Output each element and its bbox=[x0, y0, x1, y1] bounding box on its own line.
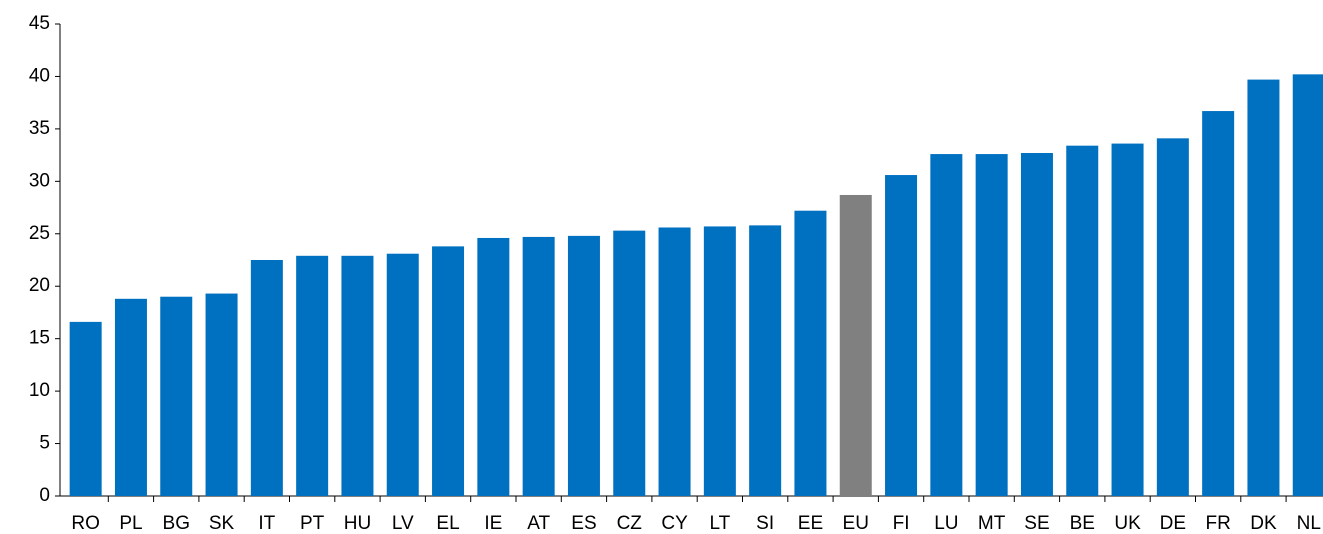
bar bbox=[975, 154, 1008, 496]
bar bbox=[794, 210, 827, 497]
x-tick-label: RO bbox=[71, 513, 100, 534]
x-tick-label: FI bbox=[893, 513, 910, 534]
bar bbox=[658, 227, 691, 497]
bar bbox=[703, 226, 736, 497]
x-tick-label: CZ bbox=[617, 513, 643, 534]
x-tick-label: AT bbox=[527, 513, 550, 534]
x-tick-label: CY bbox=[661, 513, 688, 534]
bar bbox=[1111, 143, 1144, 496]
x-tick-label: SE bbox=[1024, 513, 1049, 534]
x-tick-label: SK bbox=[209, 513, 235, 534]
bar bbox=[205, 293, 238, 496]
bar bbox=[613, 230, 646, 496]
x-tick-label: MT bbox=[978, 513, 1006, 534]
x-tick-label: LU bbox=[934, 513, 958, 534]
bar bbox=[522, 236, 555, 496]
bar bbox=[885, 175, 918, 497]
y-tick-label: 0 bbox=[39, 485, 50, 506]
y-tick-label: 25 bbox=[29, 223, 50, 244]
y-tick-label: 40 bbox=[29, 65, 50, 86]
x-tick-label: NL bbox=[1297, 513, 1321, 534]
x-tick-label: FR bbox=[1205, 513, 1230, 534]
bar bbox=[839, 194, 872, 497]
x-tick-label: DE bbox=[1160, 513, 1186, 534]
y-tick-label: 45 bbox=[29, 13, 50, 34]
x-tick-label: EL bbox=[436, 513, 459, 534]
bar bbox=[1202, 111, 1235, 497]
bar bbox=[1247, 79, 1280, 496]
x-tick-label: DK bbox=[1250, 513, 1277, 534]
bar bbox=[114, 298, 147, 496]
x-tick-label: BE bbox=[1070, 513, 1095, 534]
y-tick-label: 20 bbox=[29, 275, 50, 296]
x-tick-label: BG bbox=[163, 513, 190, 534]
bar bbox=[749, 225, 782, 497]
bar bbox=[432, 246, 465, 496]
bar bbox=[1156, 138, 1189, 496]
y-tick-label: 30 bbox=[29, 170, 50, 191]
x-tick-label: EU bbox=[843, 513, 869, 534]
y-tick-label: 35 bbox=[29, 118, 50, 139]
bar bbox=[386, 253, 419, 496]
x-tick-label: SI bbox=[756, 513, 774, 534]
x-tick-label: HU bbox=[344, 513, 371, 534]
bar bbox=[160, 296, 193, 496]
x-tick-label: PL bbox=[119, 513, 142, 534]
x-tick-label: UK bbox=[1114, 513, 1141, 534]
bar bbox=[930, 154, 963, 496]
y-tick-label: 10 bbox=[29, 380, 50, 401]
bar bbox=[250, 260, 283, 496]
x-tick-label: LT bbox=[709, 513, 730, 534]
x-tick-label: ES bbox=[571, 513, 596, 534]
y-tick-label: 15 bbox=[29, 328, 50, 349]
bar bbox=[69, 321, 102, 496]
y-tick-label: 5 bbox=[39, 433, 50, 454]
x-tick-label: PT bbox=[300, 513, 325, 534]
bar bbox=[1292, 74, 1323, 496]
bar bbox=[341, 255, 374, 496]
x-tick-label: LV bbox=[392, 513, 414, 534]
bar bbox=[1020, 153, 1053, 496]
x-tick-label: IE bbox=[484, 513, 502, 534]
x-tick-label: IT bbox=[258, 513, 275, 534]
bar bbox=[1066, 145, 1099, 496]
bar bbox=[567, 235, 600, 496]
x-tick-label: EE bbox=[798, 513, 823, 534]
bar bbox=[477, 237, 510, 496]
bar bbox=[296, 255, 329, 496]
